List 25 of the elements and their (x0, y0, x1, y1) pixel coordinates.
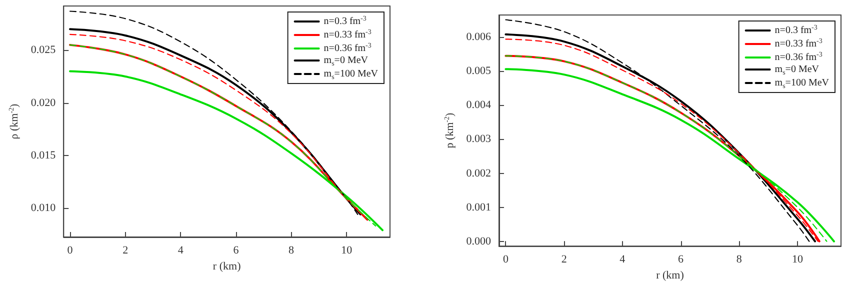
y-tick-label: 0.010 (30, 202, 56, 214)
x-tick-label: 0 (67, 244, 74, 256)
x-tick-label: 0 (502, 254, 509, 266)
x-tick-label: 2 (561, 254, 567, 266)
y-tick-label: 0.015 (30, 149, 56, 162)
y-tick-label: 0.001 (466, 201, 491, 214)
y-tick-label: 0.005 (466, 65, 492, 78)
y-tick-label: 0.003 (466, 133, 492, 146)
x-tick-label: 6 (678, 254, 684, 266)
y-tick-label: 0.002 (466, 167, 491, 180)
x-tick-label: 4 (178, 244, 184, 256)
x-tick-label: 4 (620, 254, 626, 266)
x-tick-label: 8 (288, 244, 295, 256)
x-tick-label: 8 (736, 254, 742, 266)
x-tick-label: 2 (122, 244, 128, 256)
x-axis-title: r (km) (656, 270, 684, 282)
y-tick-label: 0.000 (466, 235, 492, 248)
y-tick-label: 0.004 (466, 99, 492, 112)
y-tick-label: 0.006 (466, 31, 492, 44)
y-tick-label: 0.020 (30, 96, 56, 109)
x-tick-label: 6 (233, 244, 240, 256)
x-tick-label: 10 (341, 244, 353, 256)
x-axis-title: r (km) (212, 260, 242, 272)
y-tick-label: 0.025 (30, 44, 56, 56)
x-tick-label: 10 (792, 254, 804, 266)
